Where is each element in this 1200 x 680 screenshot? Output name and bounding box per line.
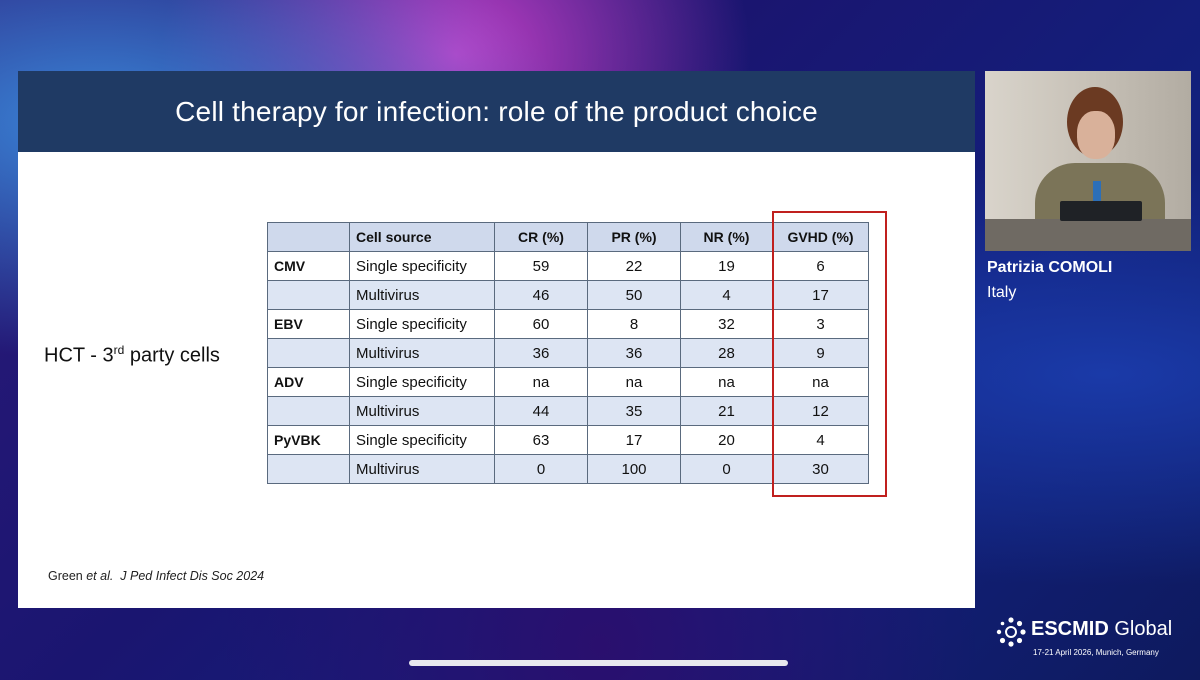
header-cell-source: Cell source	[349, 222, 495, 252]
citation-etal: et al.	[86, 569, 114, 583]
gvhd-cell: 17	[772, 280, 869, 310]
cr-cell: 59	[494, 251, 588, 281]
presentation-slide: Cell therapy for infection: role of the …	[18, 71, 975, 608]
speaker-face	[1077, 111, 1115, 159]
nr-cell: 20	[680, 425, 773, 455]
gvhd-cell: 3	[772, 309, 869, 339]
citation: Green et al. J Ped Infect Dis Soc 2024	[48, 569, 264, 583]
cr-cell: 0	[494, 454, 588, 484]
citation-source: J Ped Infect Dis Soc 2024	[120, 569, 265, 583]
side-label: HCT - 3rd party cells	[44, 343, 220, 368]
nr-cell: 28	[680, 338, 773, 368]
table-row: Multivirus 46 50 4 17	[267, 280, 869, 310]
cr-cell: 36	[494, 338, 588, 368]
table-row: ADV Single specificity na na na na	[267, 367, 869, 397]
citation-authors: Green	[48, 569, 87, 583]
pr-cell: 50	[587, 280, 681, 310]
pr-cell: na	[587, 367, 681, 397]
gvhd-cell: 9	[772, 338, 869, 368]
nr-cell: 19	[680, 251, 773, 281]
header-virus	[267, 222, 350, 252]
virus-cell	[267, 396, 350, 426]
results-table: Cell source CR (%) PR (%) NR (%) GVHD (%…	[267, 222, 869, 484]
logo-bold: ESCMID	[1031, 618, 1109, 640]
slide-header: Cell therapy for infection: role of the …	[18, 71, 975, 152]
source-cell: Single specificity	[349, 309, 495, 339]
laptop	[1060, 201, 1142, 221]
gvhd-cell: 30	[772, 454, 869, 484]
pr-cell: 8	[587, 309, 681, 339]
header-gvhd: GVHD (%)	[772, 222, 869, 252]
table-row: Multivirus 0 100 0 30	[267, 454, 869, 484]
speaker-name: Patrizia COMOLI	[987, 259, 1113, 276]
source-cell: Single specificity	[349, 251, 495, 281]
speaker-country: Italy	[987, 284, 1017, 301]
pr-cell: 35	[587, 396, 681, 426]
source-cell: Multivirus	[349, 396, 495, 426]
virus-cell	[267, 338, 350, 368]
virus-cell: CMV	[267, 251, 350, 281]
podium	[985, 219, 1191, 251]
cr-cell: 63	[494, 425, 588, 455]
pr-cell: 22	[587, 251, 681, 281]
source-cell: Multivirus	[349, 454, 495, 484]
dotted-ring-icon	[996, 617, 1026, 647]
cr-cell: na	[494, 367, 588, 397]
gvhd-cell: 6	[772, 251, 869, 281]
gvhd-cell: na	[772, 367, 869, 397]
pr-cell: 36	[587, 338, 681, 368]
pr-cell: 17	[587, 425, 681, 455]
virus-cell	[267, 454, 350, 484]
nr-cell: 21	[680, 396, 773, 426]
gvhd-cell: 12	[772, 396, 869, 426]
side-label-prefix: HCT - 3	[44, 344, 114, 367]
pr-cell: 100	[587, 454, 681, 484]
speaker-video	[985, 71, 1191, 251]
source-cell: Multivirus	[349, 280, 495, 310]
home-indicator[interactable]	[409, 660, 788, 666]
side-label-suffix: party cells	[124, 344, 220, 367]
cr-cell: 44	[494, 396, 588, 426]
header-pr: PR (%)	[587, 222, 681, 252]
source-cell: Single specificity	[349, 425, 495, 455]
escmid-logo: ESCMID Global 17-21 April 2026, Munich, …	[995, 614, 1195, 664]
header-cr: CR (%)	[494, 222, 588, 252]
nr-cell: 0	[680, 454, 773, 484]
table-row: Multivirus 36 36 28 9	[267, 338, 869, 368]
logo-light: Global	[1108, 618, 1173, 640]
cr-cell: 60	[494, 309, 588, 339]
logo-subtitle: 17-21 April 2026, Munich, Germany	[1033, 648, 1159, 657]
cr-cell: 46	[494, 280, 588, 310]
nr-cell: 32	[680, 309, 773, 339]
source-cell: Single specificity	[349, 367, 495, 397]
nr-cell: na	[680, 367, 773, 397]
source-cell: Multivirus	[349, 338, 495, 368]
table-row: Multivirus 44 35 21 12	[267, 396, 869, 426]
virus-cell: ADV	[267, 367, 350, 397]
virus-cell: EBV	[267, 309, 350, 339]
side-label-superscript: rd	[113, 343, 125, 357]
header-nr: NR (%)	[680, 222, 773, 252]
gvhd-highlight-box	[772, 211, 887, 497]
table-row: CMV Single specificity 59 22 19 6	[267, 251, 869, 281]
virus-cell	[267, 280, 350, 310]
logo-text: ESCMID Global	[1031, 618, 1172, 641]
slide-title: Cell therapy for infection: role of the …	[175, 95, 818, 127]
virus-cell: PyVBK	[267, 425, 350, 455]
nr-cell: 4	[680, 280, 773, 310]
